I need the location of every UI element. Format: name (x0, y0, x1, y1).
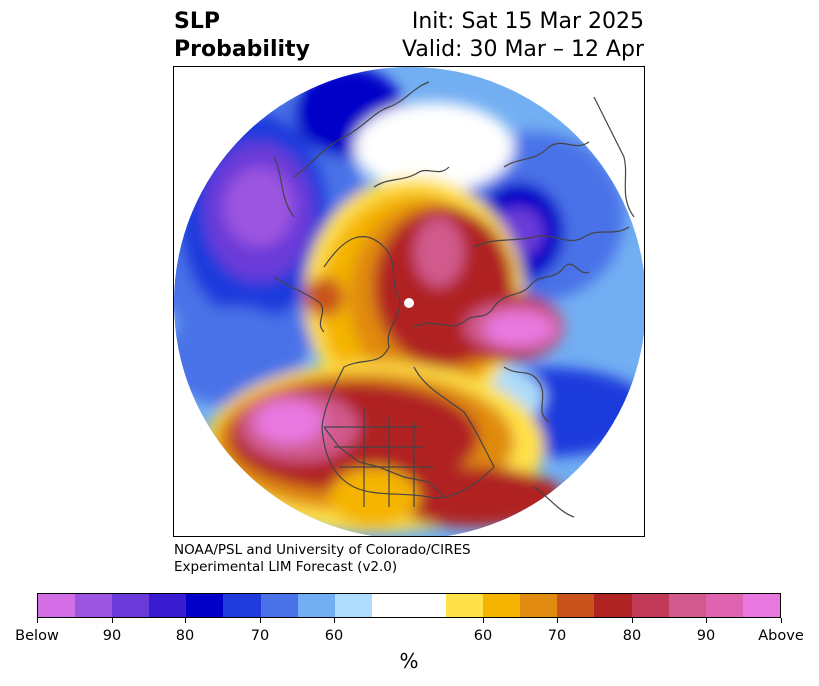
chart-title: SLP Probability (174, 8, 310, 64)
colorbar-tick-mark (112, 618, 113, 623)
colorbar-unit: % (399, 649, 419, 673)
colorbar-segment (38, 594, 76, 617)
colorbar-segment (483, 594, 521, 617)
colorbar-segment (334, 594, 372, 617)
colorbar-tick-label: 70 (250, 628, 270, 644)
title-line-1: SLP (174, 9, 220, 34)
colorbar-segment (297, 594, 335, 617)
map-panel (173, 66, 645, 537)
probability-map (174, 67, 644, 536)
title-line-2: Probability (174, 37, 310, 62)
colorbar-tick-label: 70 (547, 628, 567, 644)
colorbar-tick-mark (260, 618, 261, 623)
credit-line-2: Experimental LIM Forecast (v2.0) (174, 559, 398, 575)
colorbar (37, 593, 781, 618)
colorbar-tick-mark (632, 618, 633, 623)
colorbar-segment (149, 594, 187, 617)
valid-range: Valid: 30 Mar – 12 Apr (402, 37, 644, 62)
coastlines (273, 81, 635, 518)
colorbar-tick-label: 90 (696, 628, 716, 644)
colorbar-tick-mark (483, 618, 484, 623)
forecast-dates: Init: Sat 15 Mar 2025 Valid: 30 Mar – 12… (402, 8, 644, 64)
colorbar-tick-label: 80 (175, 628, 195, 644)
colorbar-segment (705, 594, 743, 617)
colorbar-tick-mark (334, 618, 335, 623)
colorbar-tick-label: 60 (473, 628, 493, 644)
colorbar-segment (557, 594, 595, 617)
colorbar-tick-mark (781, 618, 782, 623)
colorbar-tick-label: 60 (324, 628, 344, 644)
colorbar-segment (594, 594, 632, 617)
colorbar-segment (742, 594, 780, 617)
colorbar-tick-mark (185, 618, 186, 623)
credit-text: NOAA/PSL and University of Colorado/CIRE… (174, 542, 471, 576)
colorbar-tick-label: 90 (102, 628, 122, 644)
colorbar-segment (186, 594, 224, 617)
colorbar-tick-label: Above (758, 628, 804, 644)
colorbar-tick-mark (37, 618, 38, 623)
colorbar-segment (75, 594, 113, 617)
colorbar-segment (668, 594, 706, 617)
colorbar-segment (112, 594, 150, 617)
credit-line-1: NOAA/PSL and University of Colorado/CIRE… (174, 542, 471, 558)
init-date: Init: Sat 15 Mar 2025 (411, 9, 644, 34)
colorbar-segment (371, 594, 447, 617)
colorbar-segment (223, 594, 261, 617)
colorbar-tick-label: 80 (622, 628, 642, 644)
colorbar-tick-mark (706, 618, 707, 623)
colorbar-segment (260, 594, 298, 617)
colorbar-tick-mark (557, 618, 558, 623)
colorbar-segment (520, 594, 558, 617)
colorbar-tick-label: Below (15, 628, 59, 644)
colorbar-segment (631, 594, 669, 617)
colorbar-segment (446, 594, 484, 617)
